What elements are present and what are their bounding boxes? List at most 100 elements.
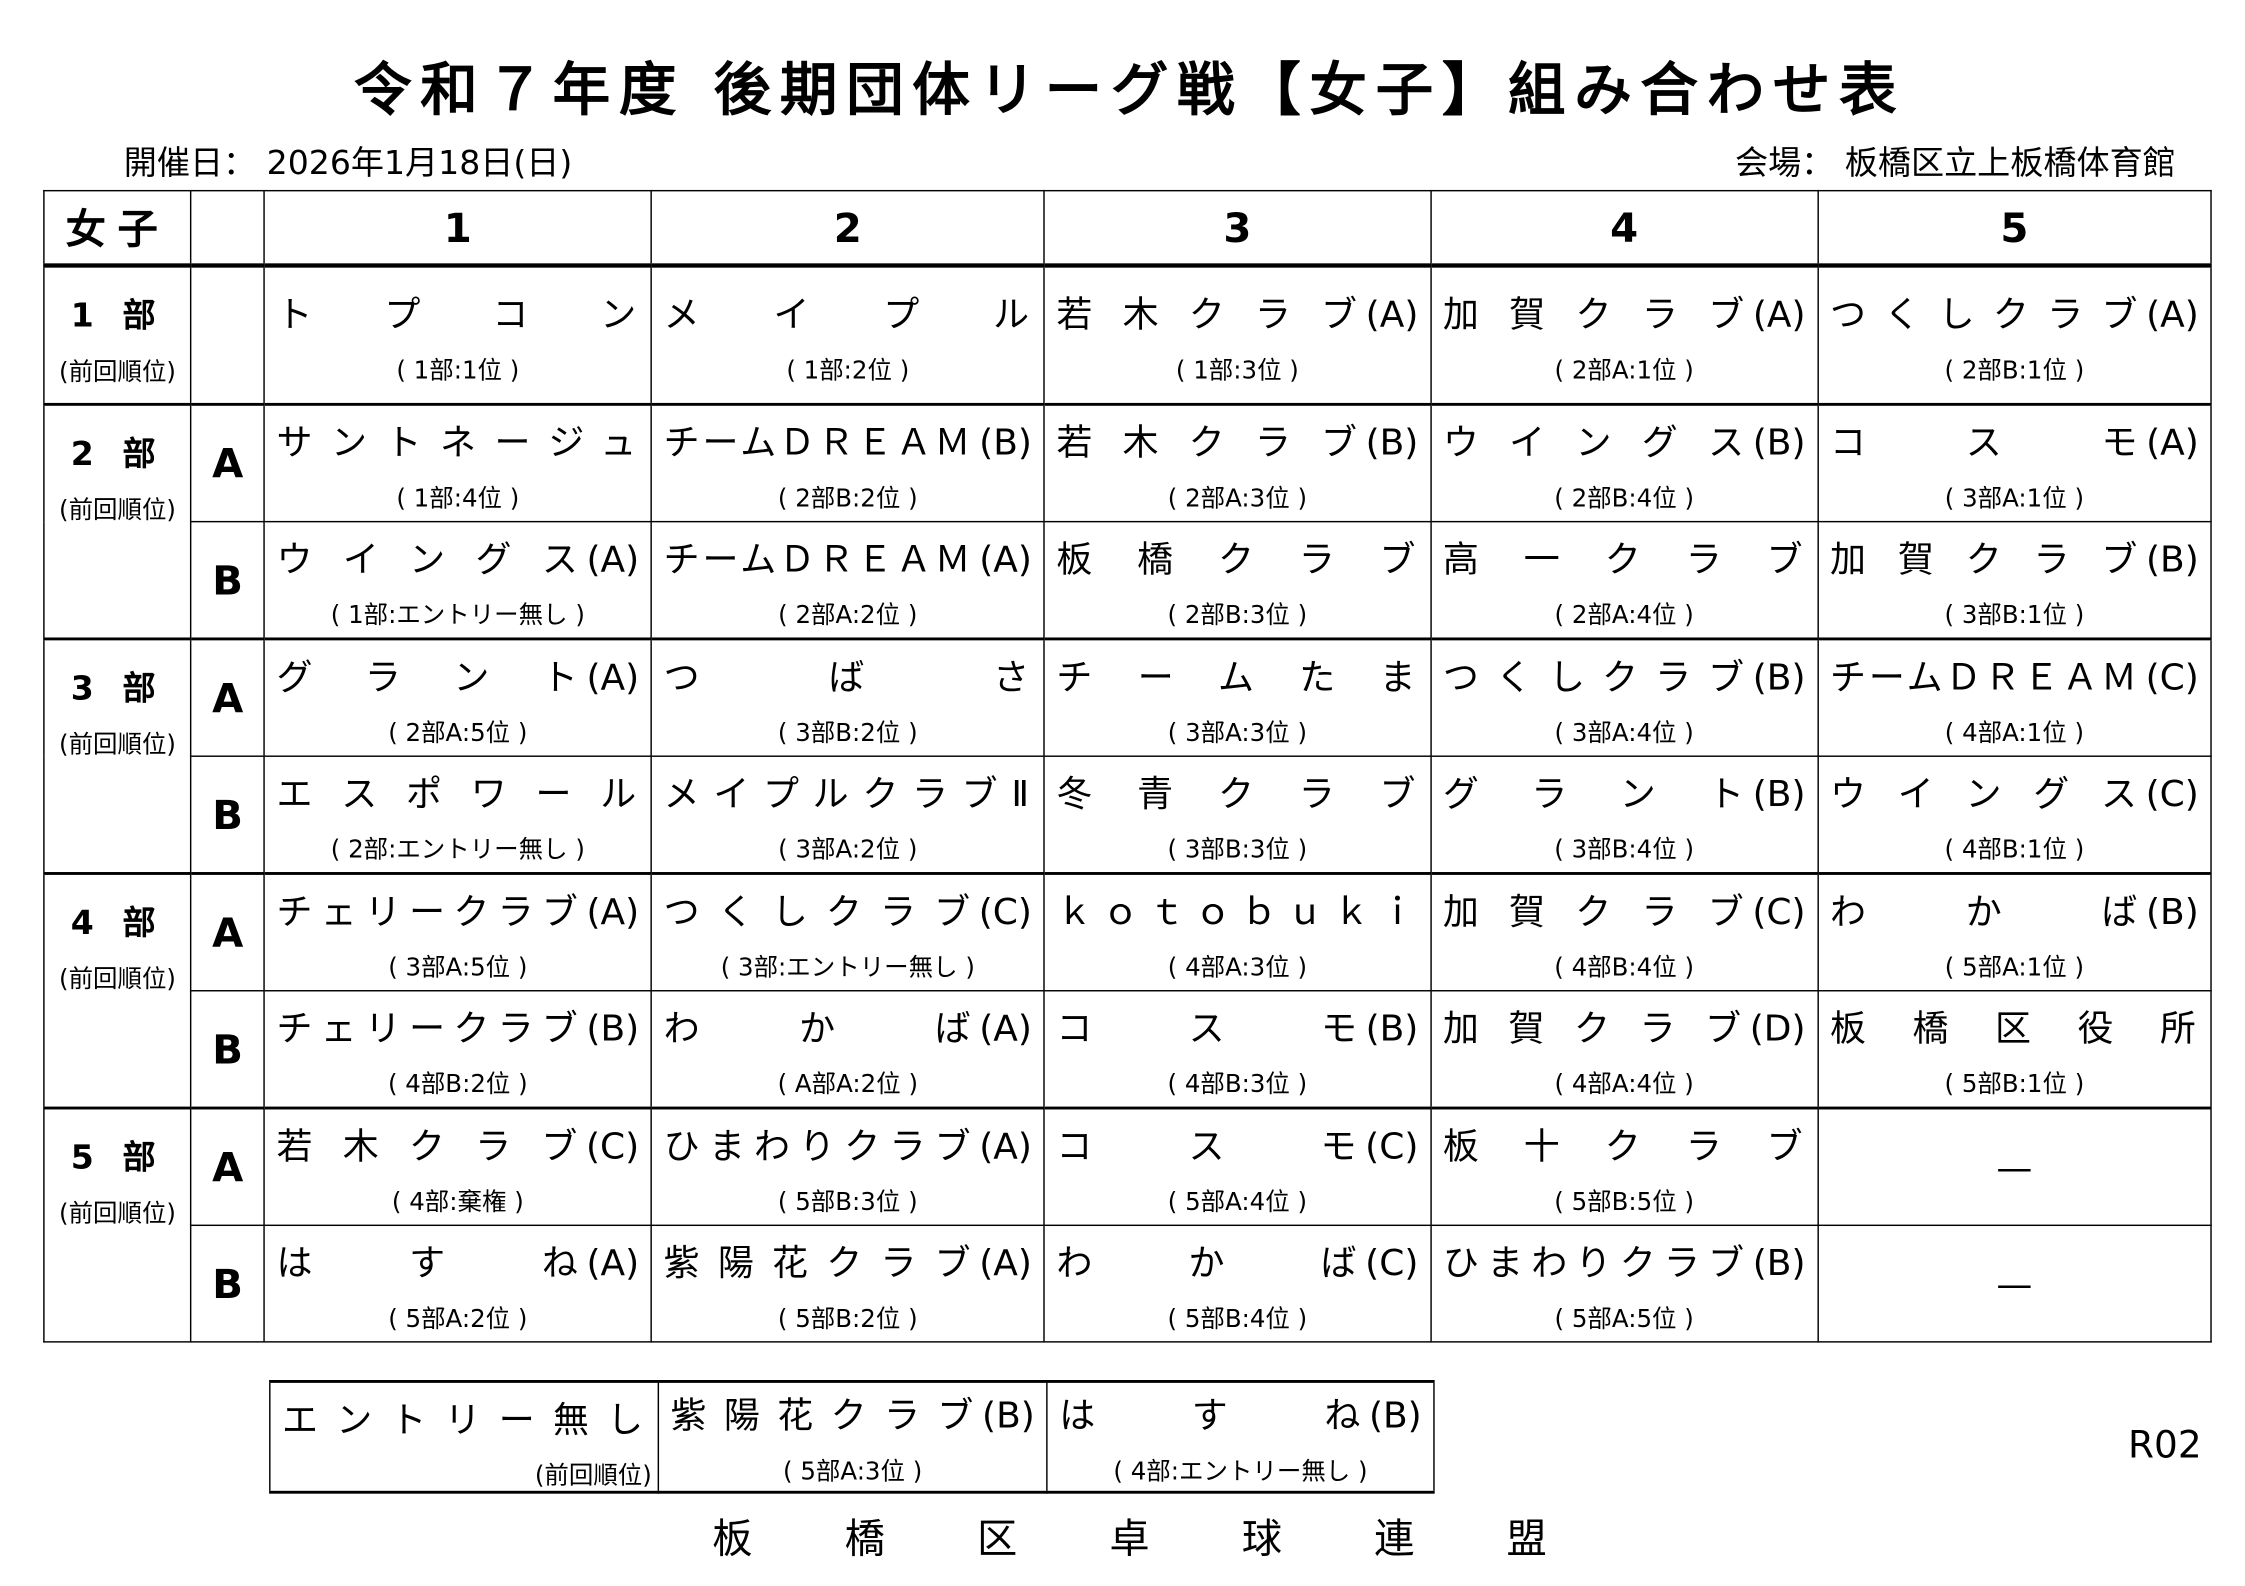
previous-rank: ( 1部:3位 ) bbox=[1175, 356, 1299, 385]
sub-group-label: B bbox=[190, 990, 265, 1109]
prev-rank-label: (前回順位) bbox=[59, 358, 176, 388]
team-cell: つくしクラブ (C)( 3部:エントリー無し ) bbox=[650, 872, 1045, 992]
team-name-text: 若木クラブ bbox=[276, 1124, 581, 1167]
team-cell: つばさ ( 3部B:2位 ) bbox=[650, 637, 1045, 757]
division-cell: 3 部 (前回順位) bbox=[43, 637, 192, 875]
team-cell: コスモ (A) ( 3部A:1位 ) bbox=[1817, 402, 2212, 523]
team-cell: コスモ (C) ( 5部A:4位 ) bbox=[1043, 1106, 1432, 1227]
team-cell: 加賀クラブ (D) ( 4部A:4位 ) bbox=[1429, 990, 1819, 1109]
team-cell: つくしクラブ (A) ( 2部B:1位 ) bbox=[1817, 264, 2212, 406]
team-cell: コスモ (B) ( 4部B:3位 ) bbox=[1043, 990, 1432, 1109]
division-cell: 5 部 (前回順位) bbox=[43, 1106, 192, 1343]
team-name: グラント (B) bbox=[1443, 765, 1806, 817]
division-row: 3 部 (前回順位) A グラント (A)( 2部A:5位 ) つばさ( 3部B:2位 )… bbox=[43, 637, 2212, 875]
team-cell: エスポワール ( 2部:エントリー無し ) bbox=[263, 755, 653, 875]
team-name-text: 高一クラブ bbox=[1442, 537, 1806, 580]
team-suffix: (A) bbox=[586, 655, 640, 698]
team-name: チームたま bbox=[1056, 648, 1418, 700]
division-row: 1 部 (前回順位) トプコン ( 1部:1位 ) メイプル ( 1部:2位 ) 若木クラブ… bbox=[43, 264, 2212, 406]
page-title: 令和７年度 後期団体リーグ戦【女子】組み合わせ表 bbox=[354, 57, 1906, 124]
team-name: 加賀クラブ (B) bbox=[1830, 530, 2199, 582]
team-name: ひまわりクラブ (B) bbox=[1443, 1234, 1806, 1286]
team-name-text: 紫陽花クラブ bbox=[663, 1241, 974, 1283]
team-name: ｋｏｔｏｂｕｋｉ bbox=[1056, 883, 1418, 935]
header-column: 1 bbox=[263, 189, 653, 268]
division-row: 4 部 (前回順位) A チェリークラブ (A)( 3部A:5位 ) つくしクラブ (C)(… bbox=[43, 872, 2212, 1109]
team-name-text: エスポワール bbox=[276, 772, 640, 814]
previous-rank: ( 3部A:3位 ) bbox=[1167, 718, 1307, 748]
organizer-name: 板橋区卓球連盟 bbox=[712, 1508, 1547, 1566]
team-suffix: (B) bbox=[982, 1394, 1035, 1437]
division-row: B はすね (A)( 5部A:2位 ) 紫陽花クラブ (A)( 5部B:2位 ) わかば(… bbox=[44, 1224, 2212, 1343]
previous-rank: ( 2部A:4位 ) bbox=[1554, 600, 1694, 630]
team-name: 若木クラブ (C) bbox=[276, 1117, 639, 1169]
previous-rank: ( 5部A:2位 ) bbox=[388, 1304, 528, 1334]
event-venue: 会場： 板橋区立上板橋体育館 bbox=[1734, 145, 2176, 183]
division-label: 3 部 bbox=[70, 670, 165, 708]
previous-rank: ( 5部A:1位 ) bbox=[1944, 953, 2085, 983]
team-name-text: ウイングス bbox=[1442, 420, 1748, 463]
header-sub bbox=[190, 189, 265, 268]
header-row: 女子 1 2 3 4 5 bbox=[43, 189, 2212, 268]
team-name-text: つくしクラブ bbox=[1442, 655, 1748, 698]
prev-rank-label: (前回順位) bbox=[59, 965, 176, 995]
prev-rank-label: (前回順位) bbox=[534, 1462, 652, 1491]
team-cell: 紫陽花クラブ (B) ( 5部A:3位 ) bbox=[657, 1380, 1048, 1493]
team-suffix: (A) bbox=[979, 1006, 1032, 1049]
team-name-text: 加賀クラブ bbox=[1442, 890, 1747, 932]
organizer-char: 卓 bbox=[1109, 1515, 1150, 1563]
team-name-text: ひまわりクラブ bbox=[1442, 1241, 1748, 1283]
previous-rank: ( 2部A:1位 ) bbox=[1554, 356, 1694, 385]
team-name-text: メイプル bbox=[663, 292, 1032, 335]
team-name-text: はすね bbox=[1059, 1394, 1364, 1437]
team-cell: 若木クラブ (C) ( 4部:棄権 ) bbox=[263, 1106, 653, 1227]
previous-rank: ( 1部:エントリー無し ) bbox=[330, 600, 585, 630]
team-name-text: グラント bbox=[1442, 772, 1748, 814]
team-suffix: (B) bbox=[1752, 420, 1806, 463]
team-name-text: 冬青クラブ bbox=[1056, 772, 1419, 814]
previous-rank: ( 2部B:3位 ) bbox=[1167, 600, 1308, 630]
team-name-text: わかば bbox=[663, 1006, 974, 1049]
team-name: 若木クラブ (A) bbox=[1056, 286, 1418, 338]
header-column: 4 bbox=[1429, 189, 1819, 268]
team-suffix: (C) bbox=[1752, 890, 1806, 932]
team-suffix: (B) bbox=[2146, 890, 2199, 932]
team-name-text: 加賀クラブ bbox=[1442, 1006, 1745, 1049]
previous-rank: ( 4部A:1位 ) bbox=[1944, 718, 2085, 748]
header-column: 2 bbox=[650, 189, 1045, 268]
team-name-text: 板橋クラブ bbox=[1056, 537, 1419, 580]
prev-rank-label: (前回順位) bbox=[59, 731, 176, 760]
division-label: 1 部 bbox=[70, 297, 165, 336]
previous-rank: ( 5部A:4位 ) bbox=[1167, 1187, 1307, 1217]
team-name: チームＤＲＥＡＭ (A) bbox=[664, 530, 1032, 582]
team-cell: チェリークラブ (B) ( 4部B:2位 ) bbox=[263, 990, 653, 1109]
team-name-text: 若木クラブ bbox=[1056, 292, 1360, 335]
previous-rank: ( 4部B:2位 ) bbox=[387, 1069, 528, 1099]
team-cell: 冬青クラブ ( 3部B:3位 ) bbox=[1043, 755, 1432, 875]
team-name-text: つくしクラブ bbox=[1830, 292, 2141, 335]
no-entry-label-cell: エントリー無し (前回順位) bbox=[269, 1380, 659, 1493]
header-column: 3 bbox=[1043, 189, 1432, 268]
division-row: B チェリークラブ (B)( 4部B:2位 ) わかば (A)( A部A:2位 ) コスモ… bbox=[44, 990, 2212, 1109]
prev-rank-label: (前回順位) bbox=[59, 1200, 176, 1229]
team-name: 板橋区役所 bbox=[1830, 999, 2199, 1051]
previous-rank: ( 5部B:2位 ) bbox=[777, 1304, 918, 1334]
team-name: チェリークラブ (A) bbox=[276, 883, 639, 935]
team-cell: グラント (B) ( 3部B:4位 ) bbox=[1429, 755, 1819, 875]
no-entry-label: エントリー無し bbox=[282, 1398, 647, 1441]
team-name: 板十クラブ bbox=[1443, 1117, 1806, 1169]
sub-group-label: B bbox=[190, 755, 265, 875]
team-name-text: チームＤＲＥＡＭ bbox=[663, 537, 974, 580]
organizer-char: 連 bbox=[1374, 1515, 1415, 1563]
team-cell: 紫陽花クラブ (A) ( 5部B:2位 ) bbox=[650, 1224, 1045, 1343]
team-name-text: はすね bbox=[276, 1241, 581, 1283]
previous-rank: ( 4部:エントリー無し ) bbox=[1113, 1457, 1368, 1487]
sub-group-label bbox=[190, 264, 265, 406]
division-label: 2 部 bbox=[70, 436, 165, 474]
team-cell: わかば (A) ( A部A:2位 ) bbox=[650, 990, 1045, 1109]
team-suffix: (C) bbox=[1365, 1124, 1419, 1167]
previous-rank: ( 2部A:2位 ) bbox=[778, 600, 918, 630]
team-cell: はすね (B)( 4部:エントリー無し ) bbox=[1046, 1380, 1435, 1493]
team-name: グラント (A) bbox=[276, 648, 639, 700]
